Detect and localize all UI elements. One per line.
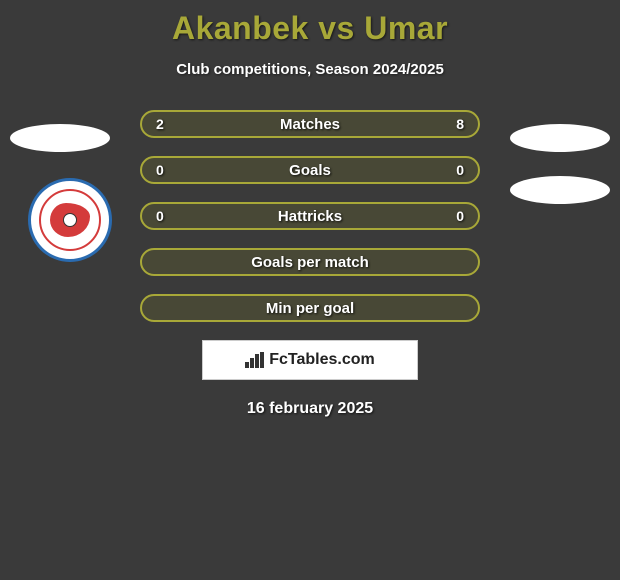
stat-right-value: 0 [440,162,464,178]
subtitle: Club competitions, Season 2024/2025 [176,61,444,78]
stat-left-value: 0 [156,162,180,178]
brand-prefix: Fc [269,351,288,368]
brand-suffix: Tables.com [288,351,375,368]
date-label: 16 february 2025 [247,400,373,418]
stat-label: Goals per match [251,254,369,271]
stat-label: Matches [280,116,340,133]
stat-label: Min per goal [266,300,354,317]
stat-right-value: 8 [440,116,464,132]
brand-attribution[interactable]: FcTables.com [202,340,418,380]
stat-row-hattricks: 0 Hattricks 0 [140,202,480,230]
brand-text: FcTables.com [269,351,375,369]
stat-label: Goals [289,162,331,179]
stat-left-value: 2 [156,116,180,132]
stat-right-value: 0 [440,208,464,224]
comparison-card: Akanbek vs Umar Club competitions, Seaso… [0,0,620,418]
stat-row-matches: 2 Matches 8 [140,110,480,138]
stat-row-min-per-goal: Min per goal [140,294,480,322]
stat-row-goals-per-match: Goals per match [140,248,480,276]
stats-section: 2 Matches 8 0 Goals 0 0 Hattricks 0 Goal… [0,110,620,322]
page-title: Akanbek vs Umar [172,10,448,47]
stat-left-value: 0 [156,208,180,224]
stat-label: Hattricks [278,208,342,225]
stat-row-goals: 0 Goals 0 [140,156,480,184]
bar-chart-icon [245,352,265,368]
